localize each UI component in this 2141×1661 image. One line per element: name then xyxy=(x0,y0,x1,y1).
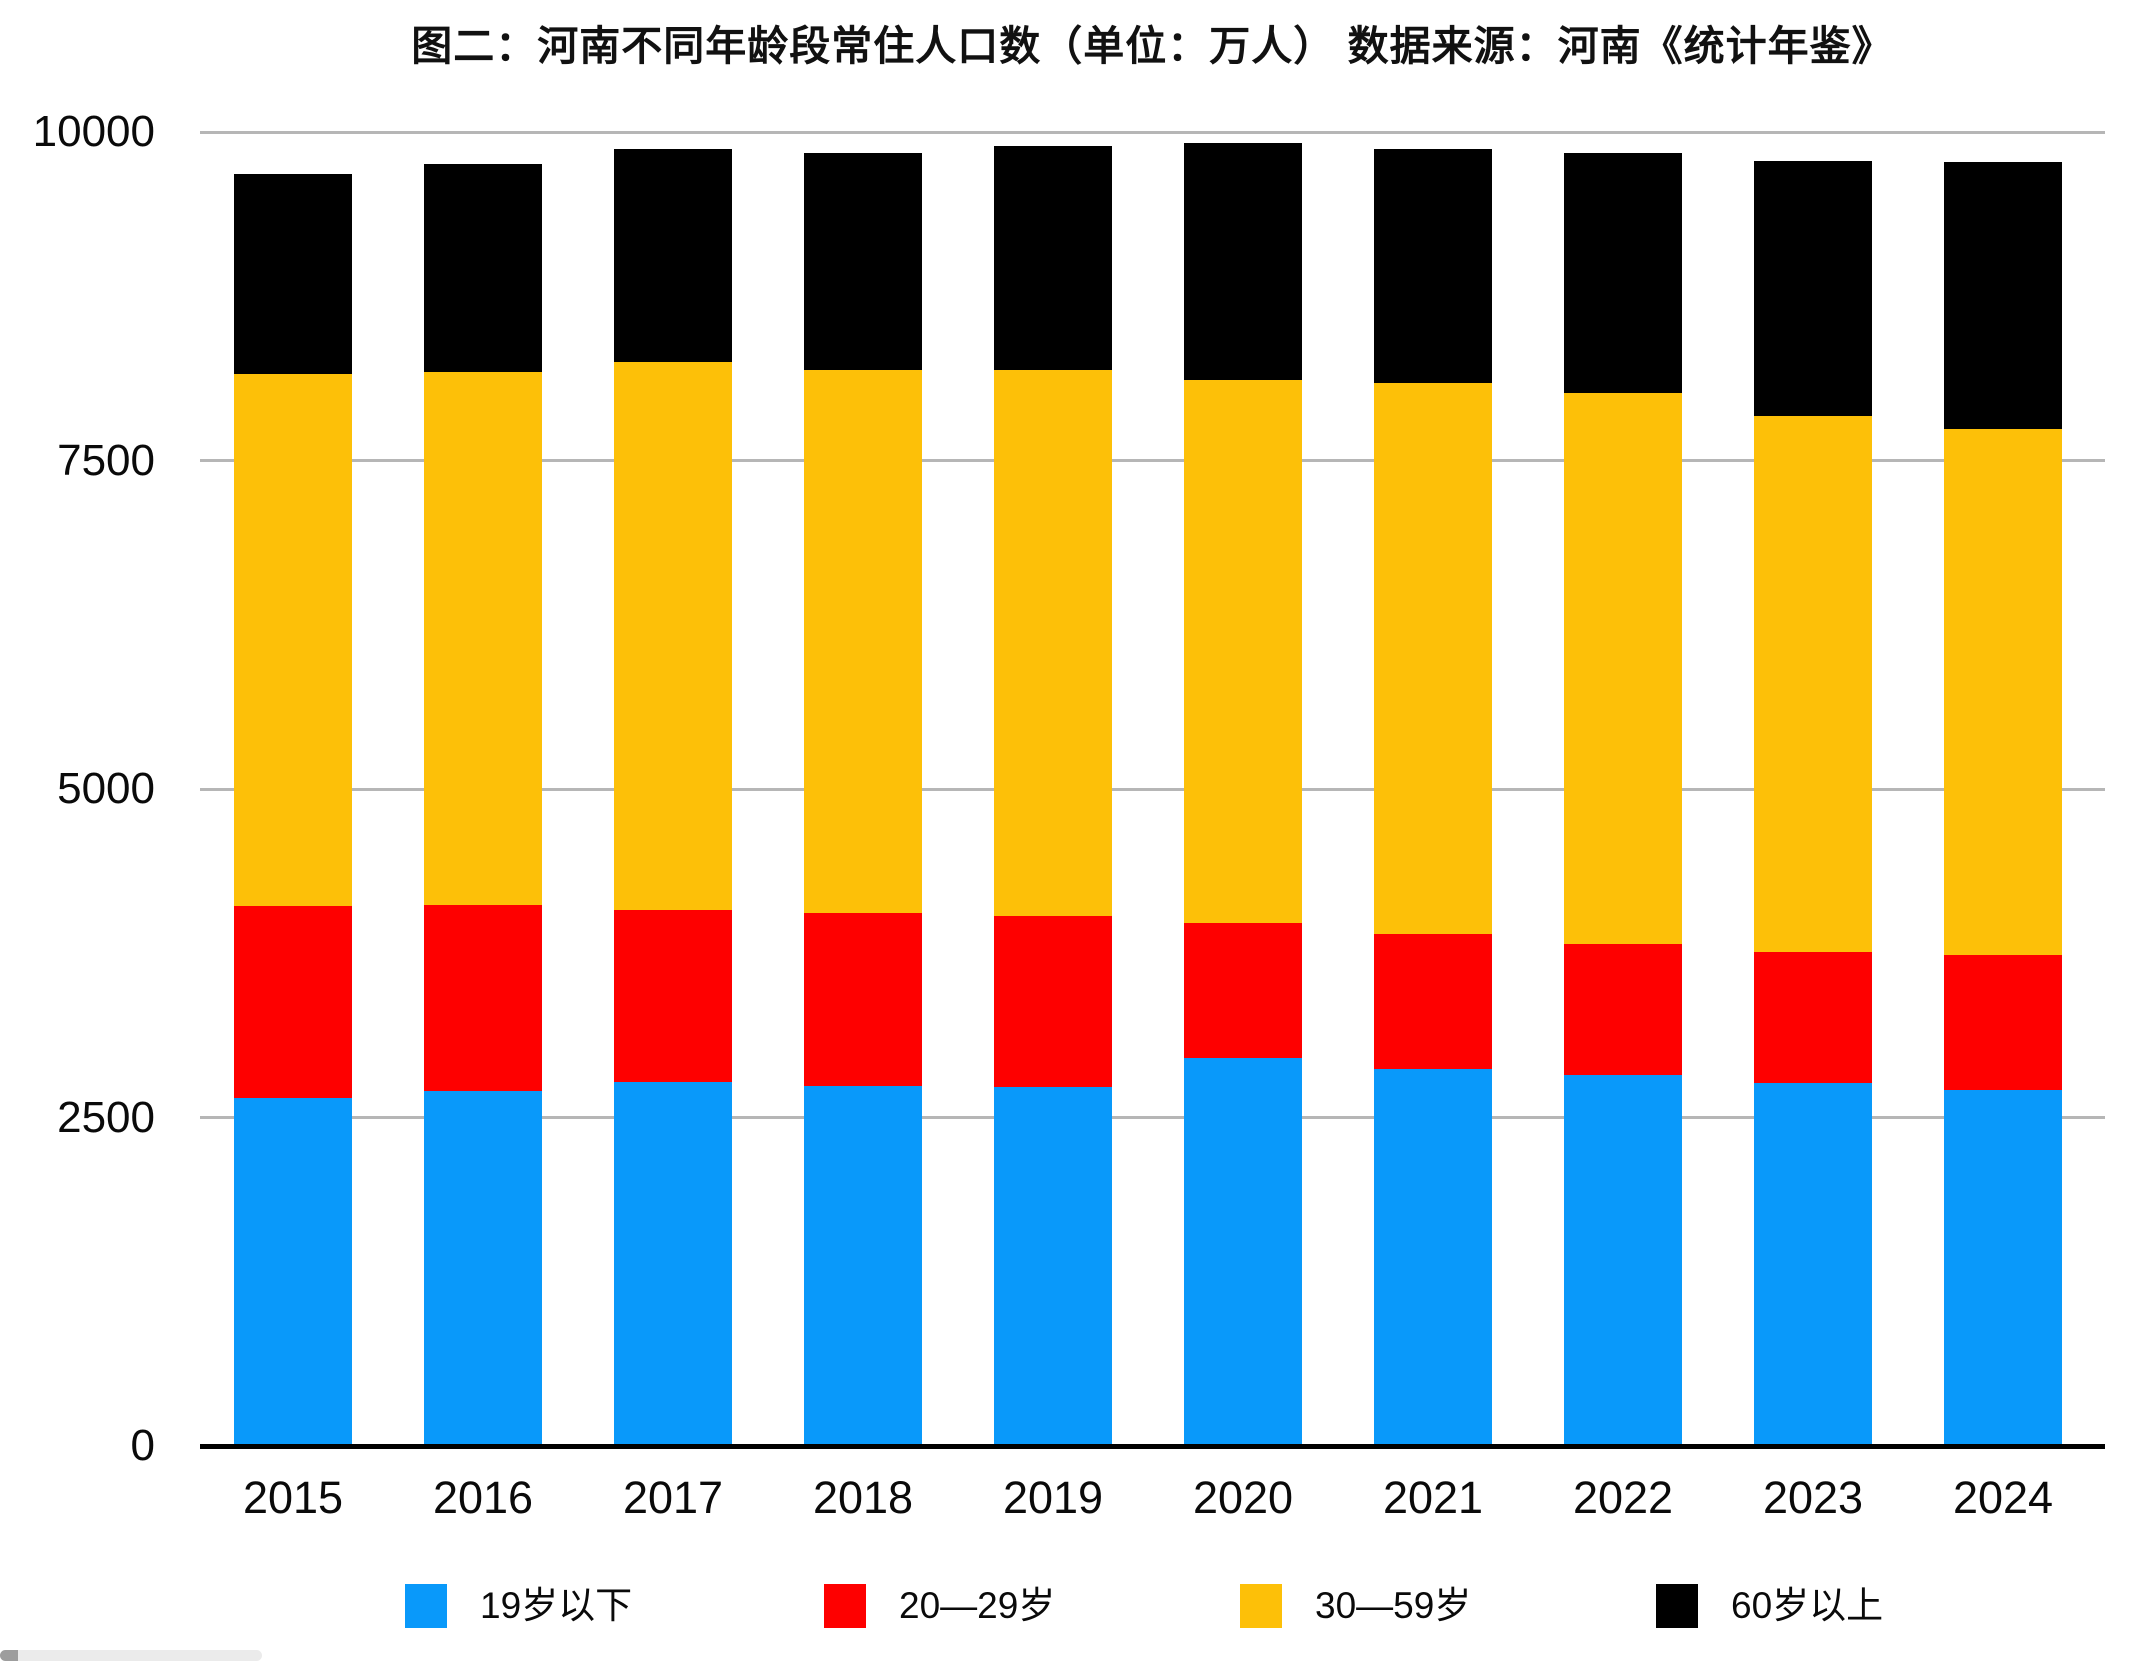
bar-segment xyxy=(994,1087,1112,1446)
y-axis-label: 5000 xyxy=(57,764,155,813)
x-axis-label: 2024 xyxy=(1952,1472,2054,1523)
bar-segment xyxy=(234,905,352,1098)
bar-segment xyxy=(1944,428,2062,955)
x-axis-label: 2019 xyxy=(1002,1472,1104,1523)
y-axis-label: 0 xyxy=(130,1421,155,1470)
legend-label: 20—29岁 xyxy=(899,1585,1056,1626)
y-axis-label: 10000 xyxy=(32,107,155,156)
bar-segment xyxy=(424,904,542,1092)
bar-segment xyxy=(1564,153,1682,394)
bar-segment xyxy=(1944,1089,2062,1446)
bar-segment xyxy=(1754,951,1872,1084)
gridline xyxy=(200,1116,2105,1119)
legend-swatch xyxy=(824,1584,866,1628)
gridline xyxy=(200,787,2105,791)
bar-segment xyxy=(994,916,1112,1088)
bar-segment xyxy=(1944,162,2062,429)
bar-segment xyxy=(804,1085,922,1446)
scrollbar-thumb[interactable] xyxy=(0,1650,18,1661)
bar-segment xyxy=(804,369,922,913)
bar-segment xyxy=(234,174,352,374)
bar-segment xyxy=(1184,380,1302,924)
bar-segment xyxy=(1184,142,1302,381)
x-axis-label: 2016 xyxy=(432,1472,534,1523)
y-axis-label: 2500 xyxy=(57,1092,155,1142)
gridline xyxy=(200,459,2105,462)
legend-swatch xyxy=(405,1584,447,1628)
legend-swatch xyxy=(1656,1584,1698,1628)
bar-segment xyxy=(614,1082,732,1446)
bar-segment xyxy=(424,163,542,373)
bar-segment xyxy=(1754,160,1872,416)
bar-segment xyxy=(1754,1083,1872,1446)
legend-swatch xyxy=(1240,1584,1282,1628)
y-axis-label: 7500 xyxy=(57,435,155,485)
bar-segment xyxy=(1184,1058,1302,1446)
x-axis-label: 2018 xyxy=(812,1472,914,1523)
bar-segment xyxy=(1754,415,1872,952)
gridline xyxy=(200,130,2105,134)
bar-segment xyxy=(1944,954,2062,1090)
x-axis-label: 2015 xyxy=(242,1472,344,1523)
x-axis-label: 2021 xyxy=(1382,1472,1484,1523)
x-axis-label: 2022 xyxy=(1572,1472,1674,1523)
bar-segment xyxy=(1374,1068,1492,1446)
bar-segment xyxy=(614,361,732,910)
bar-segment xyxy=(1374,933,1492,1069)
bar-segment xyxy=(614,149,732,362)
x-axis-label: 2017 xyxy=(622,1472,724,1523)
bar-segment xyxy=(424,372,542,905)
chart-title: 图二：河南不同年龄段常住人口数（单位：万人） 数据来源：河南《统计年鉴》 xyxy=(411,23,1894,69)
legend-label: 19岁以下 xyxy=(480,1585,633,1626)
bar-segment xyxy=(994,369,1112,917)
bar-segment xyxy=(614,909,732,1082)
bar-segment xyxy=(1564,1075,1682,1446)
bar-segment xyxy=(1184,923,1302,1059)
legend-label: 60岁以上 xyxy=(1731,1585,1884,1626)
legend-label: 30—59岁 xyxy=(1315,1585,1472,1626)
bar-segment xyxy=(1374,382,1492,934)
partial-scrollbar[interactable] xyxy=(0,1650,262,1661)
bar-segment xyxy=(994,146,1112,370)
x-axis-line xyxy=(200,1443,2105,1449)
bar-segment xyxy=(1564,944,1682,1076)
x-axis-label: 2023 xyxy=(1762,1472,1864,1523)
bar-segment xyxy=(1374,149,1492,383)
bar-segment xyxy=(234,1097,352,1446)
bar-segment xyxy=(804,912,922,1086)
x-axis-label: 2020 xyxy=(1192,1472,1294,1523)
bar-segment xyxy=(1564,393,1682,945)
bar-segment xyxy=(804,153,922,370)
bar-segment xyxy=(234,373,352,906)
bar-segment xyxy=(424,1091,542,1446)
